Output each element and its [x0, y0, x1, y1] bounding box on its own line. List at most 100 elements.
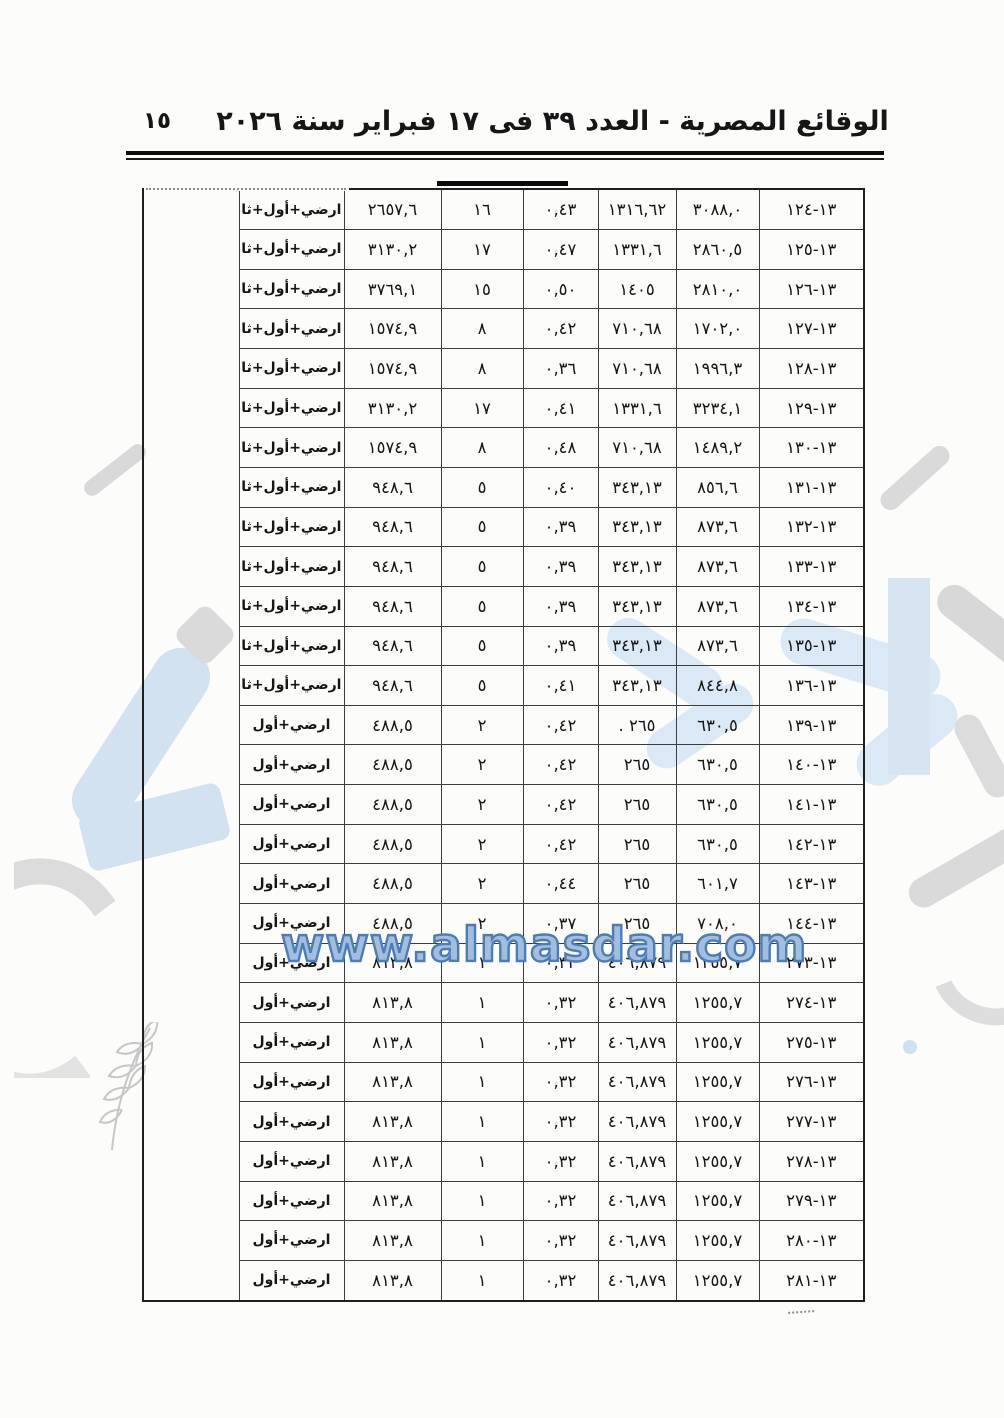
cell-d: ٥: [440, 665, 524, 706]
watermark-url-text: www.almasdar.com: [280, 917, 808, 974]
cell-d: ٥: [440, 546, 524, 587]
cell-b: ٤٠٦,٨٧٩: [597, 1259, 677, 1302]
cell-d: ٥: [440, 585, 524, 627]
cell-f: ارضي+أول+ثاني: [238, 188, 345, 231]
cell-c: ٠,٣٢: [522, 982, 599, 1023]
cell-id: ١٣-١٢٥: [758, 229, 865, 270]
cell-f: ارضي+أول: [238, 863, 345, 905]
cell-id: ١٣-٢٧٨: [758, 1140, 865, 1182]
cell-b: ٢٦٥: [597, 903, 677, 944]
cell-id: ١٣-١٣٦: [758, 665, 865, 706]
cell-d: ٢: [440, 903, 524, 944]
header-rule: [126, 151, 884, 160]
cell-f: ارضي+أول: [238, 704, 345, 746]
table-row: ١٣-٢٧٥ ١٢٥٥,٧ ٤٠٦,٨٧٩ ٠,٣٢ ١ ٨١٣,٨ ارضي+أول: [143, 1021, 865, 1063]
cell-b: ٤٠٦,٨٧٩: [597, 1180, 677, 1222]
table-row: ١٣-٢٧٣ ١٢٥٥,٧ ٤٠٦,٨٧٩ ٠,٣٢ ١ ٨١٣,٨ ارضي+أول: [143, 942, 865, 984]
cell-d: ٢: [440, 823, 524, 865]
cell-e: ٩٤٨,٦: [343, 625, 442, 667]
watermark-calligraphy-shape: [914, 900, 1004, 1044]
cell-id: ١٣-٢٧٧: [758, 1101, 865, 1142]
table-row: ١٣-٢٨١ ١٢٥٥,٧ ٤٠٦,٨٧٩ ٠,٣٢ ١ ٨١٣,٨ ارضي+أول: [143, 1259, 865, 1302]
cell-a: ١٢٥٥,٧: [675, 1021, 760, 1063]
cell-b: ٤٠٦,٨٧٩: [597, 1101, 677, 1142]
cell-a: ٦٠١,٧: [675, 863, 760, 905]
cell-a: ٨٧٣,٦: [675, 546, 760, 587]
cell-e: ٨١٣,٨: [343, 942, 442, 984]
cell-c: ٠,٤٢: [522, 784, 599, 825]
cell-f: ارضي+أول: [238, 1140, 345, 1182]
cell-c: ٠,٤١: [522, 387, 599, 429]
cell-f: ارضي+أول+ثاني: [238, 625, 345, 667]
cell-b: ٤٠٦,٨٧٩: [597, 1061, 677, 1103]
cell-c: ٠,٣٩: [522, 546, 599, 587]
data-table: ١٣-١٢٤ ٣٠٨٨,٠ ١٣١٦,٦٢ ٠,٤٣ ١٦ ٢٦٥٧,٦ ارضي+أول+…: [142, 188, 865, 1302]
cell-id: ١٣-١٤٢: [758, 823, 865, 865]
cell-id: ١٣-١٣٠: [758, 427, 865, 468]
cell-f: ارضي+أول+ثاني: [238, 387, 345, 429]
cell-d: ٢: [440, 784, 524, 825]
cell-d: ٨: [440, 427, 524, 468]
cell-f: ارضي+أول: [238, 1180, 345, 1222]
cell-c: ٠,٣٢: [522, 1061, 599, 1103]
cell-id: ١٣-٢٨١: [758, 1259, 865, 1302]
cell-f: ارضي+أول: [238, 784, 345, 825]
cell-c: ٠,٣٩: [522, 585, 599, 627]
cell-id: ١٣-١٢٤: [758, 188, 865, 231]
cell-e: ١٥٧٤,٩: [343, 427, 442, 468]
cell-e: ٢٦٥٧,٦: [343, 188, 442, 231]
table-row: ١٣-١٢٦٢٨١٠,٠١٤٠٥٠,٥٠١٥٣٧٦٩,١ارضي+أول+ثان…: [143, 268, 865, 310]
page-title: الوقائع المصرية - العدد ٣٩ فى ١٧ فبراير …: [216, 106, 889, 137]
cell-d: ١: [440, 1259, 524, 1302]
cell-id: ١٣-١٤٣: [758, 863, 865, 905]
table-row: ١٣-٢٧٦ ١٢٥٥,٧ ٤٠٦,٨٧٩ ٠,٣٢ ١ ٨١٣,٨ ارضي+أول: [143, 1061, 865, 1103]
cell-f: ارضي+أول: [238, 1061, 345, 1103]
cell-a: ١٢٥٥,٧: [675, 1101, 760, 1142]
cell-c: ٠,٣٩: [522, 625, 599, 667]
cell-a: ١٢٥٥,٧: [675, 1180, 760, 1222]
cell-d: ٨: [440, 308, 524, 350]
cell-c: ٠,٤٤: [522, 863, 599, 905]
cell-e: ٨١٣,٨: [343, 1220, 442, 1261]
cell-f: ارضي+أول: [238, 942, 345, 984]
cell-f: ارضي+أول+ثاني: [238, 466, 345, 508]
cell-c: ٠,٤٢: [522, 308, 599, 350]
cell-c: ٠,٤٨: [522, 427, 599, 468]
cell-c: ٠,٤٢: [522, 704, 599, 746]
cell-b: ٢٦٥: [597, 823, 677, 865]
table-row: ١٣-٢٧٨ ١٢٥٥,٧ ٤٠٦,٨٧٩ ٠,٣٢ ١ ٨١٣,٨ ارضي+أول: [143, 1140, 865, 1182]
cell-id: ١٣-٢٧٤: [758, 982, 865, 1023]
cell-f: ارضي+أول+ثاني: [238, 348, 345, 389]
cell-a: ١٢٥٥,٧: [675, 1140, 760, 1182]
table-row: ١٣-١٢٧ ١٧٠٢,٠ ٧١٠,٦٨ ٠,٤٢ ٨ ١٥٧٤,٩ ارضي+أول+ثا…: [143, 308, 865, 350]
cell-f: ارضي+أول: [238, 1259, 345, 1302]
cell-b: ٤٠٦,٨٧٩: [597, 1220, 677, 1261]
cell-id: ١٣-١٣٥: [758, 625, 865, 667]
cell-e: ٤٨٨,٥: [343, 744, 442, 786]
cell-e: ٨١٣,٨: [343, 1259, 442, 1302]
cell-a: ١٢٥٥,٧: [675, 1259, 760, 1302]
cell-e: ٣١٣٠,٢: [343, 229, 442, 270]
cell-id: ١٣-١٢٦: [758, 268, 865, 310]
cell-c: ٠,٣٩: [522, 506, 599, 548]
cell-id: ١٣-١٣٣: [758, 546, 865, 587]
cell-c: ٠,٣٢: [522, 1021, 599, 1063]
cell-f: ارضي+أول+ثاني: [238, 308, 345, 350]
cell-d: ١٦: [440, 188, 524, 231]
cell-e: ١٥٧٤,٩: [343, 308, 442, 350]
cell-b: ٣٤٣,١٣: [597, 585, 677, 627]
cell-d: ٢: [440, 704, 524, 746]
cell-f: ارضي+أول+ثاني: [238, 427, 345, 468]
cell-b: ٢٦٥: [597, 744, 677, 786]
cell-a: ٢٨١٠,٠: [675, 268, 760, 310]
cell-c: ٠,٣٢: [522, 1101, 599, 1142]
cell-f: ارضي+أول+ثاني: [238, 506, 345, 548]
cell-a: ١٩٩٦,٣: [675, 348, 760, 389]
cell-d: ١: [440, 942, 524, 984]
cell-e: ٤٨٨,٥: [343, 704, 442, 746]
cell-a: ٦٣٠,٥: [675, 784, 760, 825]
cell-b: ٧١٠,٦٨: [597, 348, 677, 389]
cell-c: ٠,٣٢: [522, 1220, 599, 1261]
